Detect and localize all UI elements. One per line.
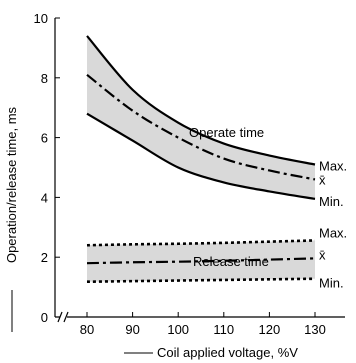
y-tick-label-4: 4: [41, 190, 48, 205]
x-tick-label-100: 100: [167, 322, 189, 337]
x-tick-label-120: 120: [259, 322, 281, 337]
y-axis-label: Operation/release time, ms: [4, 106, 19, 263]
end-label-max-1: Max.: [319, 225, 347, 240]
series-lines: [86, 35, 316, 284]
series-mean-line-0: [86, 73, 316, 181]
x-tick-label-80: 80: [80, 322, 94, 337]
ticks: 0 2 4 6 8 10 80 90 100 110 120 130: [34, 11, 326, 337]
series-min-line-0: [86, 112, 316, 200]
y-tick-label-8: 8: [41, 71, 48, 86]
axis-break-gap: [60, 312, 67, 322]
y-tick-label-6: 6: [41, 131, 48, 146]
series-max-line-0: [86, 35, 316, 166]
series-min-line-1: [86, 277, 316, 284]
band-1: [87, 240, 315, 282]
series-max-line-1: [86, 239, 316, 247]
x-tick-label-110: 110: [213, 322, 234, 337]
group-label-0: Operate time: [189, 125, 264, 140]
end-label-mean-0: x̄: [319, 172, 326, 187]
x-axis-label: Coil applied voltage, %V: [157, 345, 298, 360]
band-0: [87, 35, 315, 199]
series-mean-line-1: [86, 257, 316, 265]
bands: [87, 35, 315, 282]
axes: [54, 18, 345, 323]
x-tick-label-130: 130: [304, 322, 326, 337]
group-label-1: Release time: [193, 254, 269, 269]
y-tick-label-0: 0: [41, 310, 48, 325]
y-tick-label-10: 10: [34, 11, 48, 26]
y-tick-label-2: 2: [41, 250, 48, 265]
x-tick-label-90: 90: [125, 322, 139, 337]
axis-break-mark-2: [63, 311, 69, 323]
end-label-min-0: Min.: [319, 194, 344, 209]
end-label-min-1: Min.: [319, 276, 344, 291]
end-label-mean-1: x̄: [319, 247, 326, 262]
end-label-max-0: Max.: [319, 159, 347, 174]
